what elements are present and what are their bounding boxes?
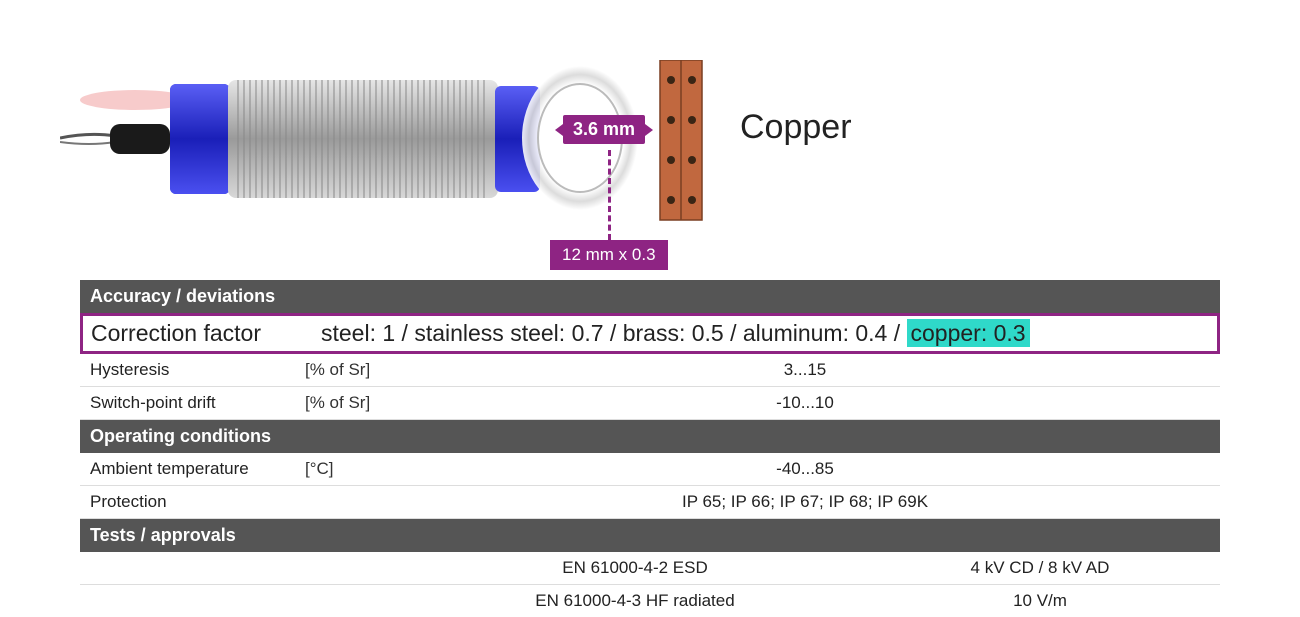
row-value: -40...85 [400,459,1210,479]
sensor-illustration [60,60,720,240]
sensor-diagram: 3.6 mm Copper 12 mm x 0.3 [0,0,1300,240]
row-label: Switch-point drift [90,393,305,413]
cf-copper-highlight: copper: 0.3 [907,319,1030,347]
table-row: EN 61000-4-2 ESD 4 kV CD / 8 kV AD [80,552,1220,585]
target-material-label: Copper [740,108,852,147]
row-label: Hysteresis [90,360,305,380]
section-header-tests: Tests / approvals [80,519,1220,552]
spec-table: Accuracy / deviations Correction factor … [80,280,1220,617]
row-unit: [°C] [305,459,400,479]
table-row: Ambient temperature [°C] -40...85 [80,453,1220,486]
table-row: Hysteresis [% of Sr] 3...15 [80,354,1220,387]
row-label: Ambient temperature [90,459,305,479]
cf-values-prefix: steel: 1 / stainless steel: 0.7 / brass:… [321,320,907,346]
row-unit: [% of Sr] [305,360,400,380]
row-standard: EN 61000-4-3 HF radiated [400,591,870,611]
section-header-accuracy: Accuracy / deviations [80,280,1220,313]
table-row: Switch-point drift [% of Sr] -10...10 [80,387,1220,420]
correction-factor-row: Correction factor steel: 1 / stainless s… [80,313,1220,354]
row-standard: EN 61000-4-2 ESD [400,558,870,578]
row-value: 3...15 [400,360,1210,380]
row-label [90,558,400,578]
row-unit: [% of Sr] [305,393,400,413]
row-label: Protection [90,492,305,512]
dashed-connector [608,150,611,240]
row-value: IP 65; IP 66; IP 67; IP 68; IP 69K [400,492,1210,512]
section-header-operating: Operating conditions [80,420,1220,453]
correction-factor-values: steel: 1 / stainless steel: 0.7 / brass:… [321,320,1209,347]
row-value: 4 kV CD / 8 kV AD [870,558,1210,578]
row-label [90,591,400,611]
table-row: EN 61000-4-3 HF radiated 10 V/m [80,585,1220,617]
row-value: 10 V/m [870,591,1210,611]
row-value: -10...10 [400,393,1210,413]
calculation-badge: 12 mm x 0.3 [550,240,668,270]
distance-badge: 3.6 mm [563,115,645,144]
correction-factor-label: Correction factor [91,320,321,347]
table-row: Protection IP 65; IP 66; IP 67; IP 68; I… [80,486,1220,519]
